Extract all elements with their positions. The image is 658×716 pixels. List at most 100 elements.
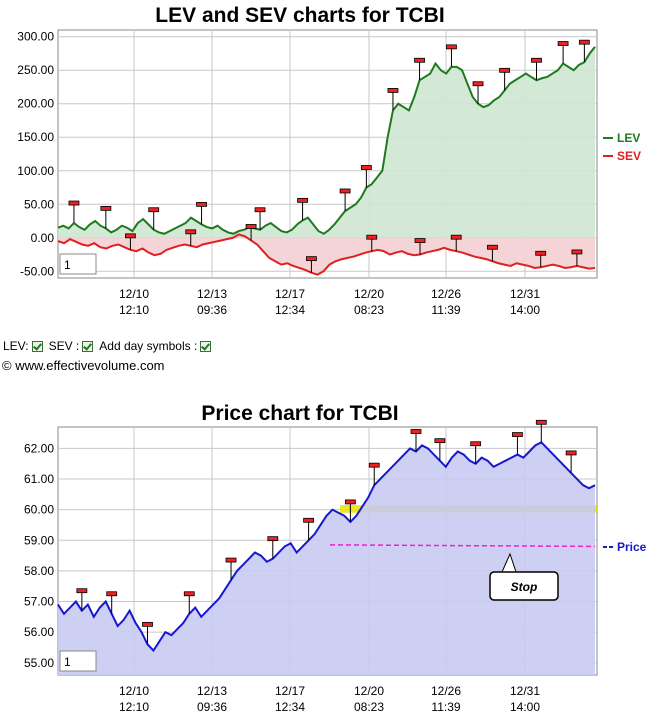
x-tick-label: 12/26 [431, 287, 461, 301]
x-tick-label: 12/10 [119, 684, 149, 698]
day-marker [565, 450, 577, 456]
day-marker [303, 517, 315, 523]
x-tick-label: 12/13 [197, 684, 227, 698]
day-symbols-checkbox[interactable] [200, 340, 212, 352]
day-marker [531, 57, 542, 63]
x-tick-label: 12/31 [510, 287, 540, 301]
day-marker [487, 244, 498, 250]
x-tick-label: 12:10 [119, 700, 149, 714]
day-marker [142, 621, 153, 627]
day-marker [225, 557, 237, 563]
y-tick-label: 58.00 [24, 564, 54, 578]
chart-controls: LEV: SEV : Add day symbols : [3, 339, 214, 353]
x-tick-label: 09:36 [197, 700, 227, 714]
day-marker [387, 88, 399, 93]
series-area-lev [58, 46, 595, 238]
y-tick-label: 61.00 [24, 472, 54, 486]
y-tick-label: 300.00 [17, 30, 54, 44]
x-tick-label: 12/17 [275, 287, 305, 301]
day-marker [106, 591, 118, 597]
y-tick-label: -50.00 [20, 264, 54, 278]
day-marker [68, 200, 80, 206]
zoom-input-value: 1 [64, 655, 71, 669]
x-tick-label: 08:23 [354, 303, 384, 317]
x-tick-label: 12:34 [275, 700, 305, 714]
y-tick-label: 0.00 [31, 231, 55, 245]
x-tick-label: 12/17 [275, 684, 305, 698]
x-tick-label: 12/31 [510, 684, 540, 698]
zoom-input-value: 1 [64, 258, 71, 272]
day-marker [535, 250, 547, 256]
y-tick-label: 50.00 [24, 197, 54, 211]
zoom-input[interactable] [59, 650, 97, 672]
price-chart: 62.00 61.00 60.00 59.00 58.00 57.00 56.00 55.00… [24, 419, 647, 714]
day-marker [368, 462, 380, 468]
day-marker [557, 41, 569, 46]
y-tick-label: 59.00 [24, 533, 54, 547]
day-marker [446, 44, 457, 50]
series-line-lev [57, 46, 596, 235]
day-marker [578, 39, 590, 45]
day-marker [185, 229, 197, 235]
day-marker [499, 67, 511, 73]
lev-toggle-label: LEV: [3, 339, 29, 353]
x-tick-label: 14:00 [510, 303, 540, 317]
day-marker [339, 188, 351, 194]
x-tick-label: 12/26 [431, 684, 461, 698]
y-tick-label: 60.00 [24, 503, 54, 517]
day-symbols-label: Add day symbols : [99, 339, 198, 353]
stop-line [329, 544, 596, 548]
lev-sev-chart: 300.00 250.00 200.00 150.00 100.00 50.00 0.00 -… [17, 29, 641, 317]
price-chart-title: Price chart for TCBI [201, 402, 398, 425]
sev-toggle-label: SEV : [48, 339, 80, 353]
legend-label-sev: SEV [617, 149, 641, 163]
zoom-input[interactable] [59, 253, 97, 275]
legend-label-price: Price [617, 540, 647, 554]
y-tick-label: 100.00 [17, 164, 54, 178]
day-marker [472, 81, 484, 87]
day-marker [254, 207, 266, 213]
sev-checkbox[interactable] [82, 340, 94, 352]
stop-callout [489, 571, 559, 601]
x-tick-label: 12/10 [119, 287, 149, 301]
x-tick-label: 12/20 [354, 287, 384, 301]
x-tick-label: 12/20 [354, 684, 384, 698]
x-tick-label: 11:39 [431, 303, 460, 317]
day-marker [297, 197, 308, 203]
lev-sev-chart-title: LEV and SEV charts for TCBI [155, 4, 444, 27]
x-tick-label: 08:23 [354, 700, 384, 714]
x-tick-label: 12/13 [197, 287, 227, 301]
day-marker [571, 249, 583, 255]
legend-label-lev: LEV [617, 131, 640, 145]
series-area-price [58, 442, 595, 675]
day-marker [76, 588, 88, 594]
day-marker [535, 419, 547, 425]
x-tick-label: 12:10 [119, 303, 149, 317]
day-marker [450, 234, 462, 240]
day-marker [306, 256, 317, 262]
x-tick-label: 11:39 [431, 700, 460, 714]
stop-callout-label: Stop [511, 580, 538, 594]
lev-checkbox[interactable] [31, 340, 43, 352]
y-tick-label: 57.00 [24, 595, 54, 609]
x-tick-label: 14:00 [510, 700, 540, 714]
y-tick-label: 62.00 [24, 441, 54, 455]
day-marker [148, 207, 160, 213]
day-marker [125, 233, 136, 239]
day-marker [344, 499, 356, 505]
day-marker [267, 536, 279, 542]
x-tick-label: 09:36 [197, 303, 227, 317]
day-marker [196, 201, 207, 207]
y-tick-label: 56.00 [24, 625, 54, 639]
y-tick-label: 150.00 [17, 130, 54, 144]
day-marker [245, 224, 257, 229]
day-marker [414, 57, 425, 63]
series-line-sev [57, 233, 596, 276]
day-marker [100, 205, 112, 211]
copyright-text: © www.effectivevolume.com [2, 358, 165, 373]
y-tick-label: 250.00 [17, 63, 54, 77]
day-marker [366, 234, 378, 240]
y-tick-label: 200.00 [17, 97, 54, 111]
y-tick-label: 55.00 [24, 656, 54, 670]
